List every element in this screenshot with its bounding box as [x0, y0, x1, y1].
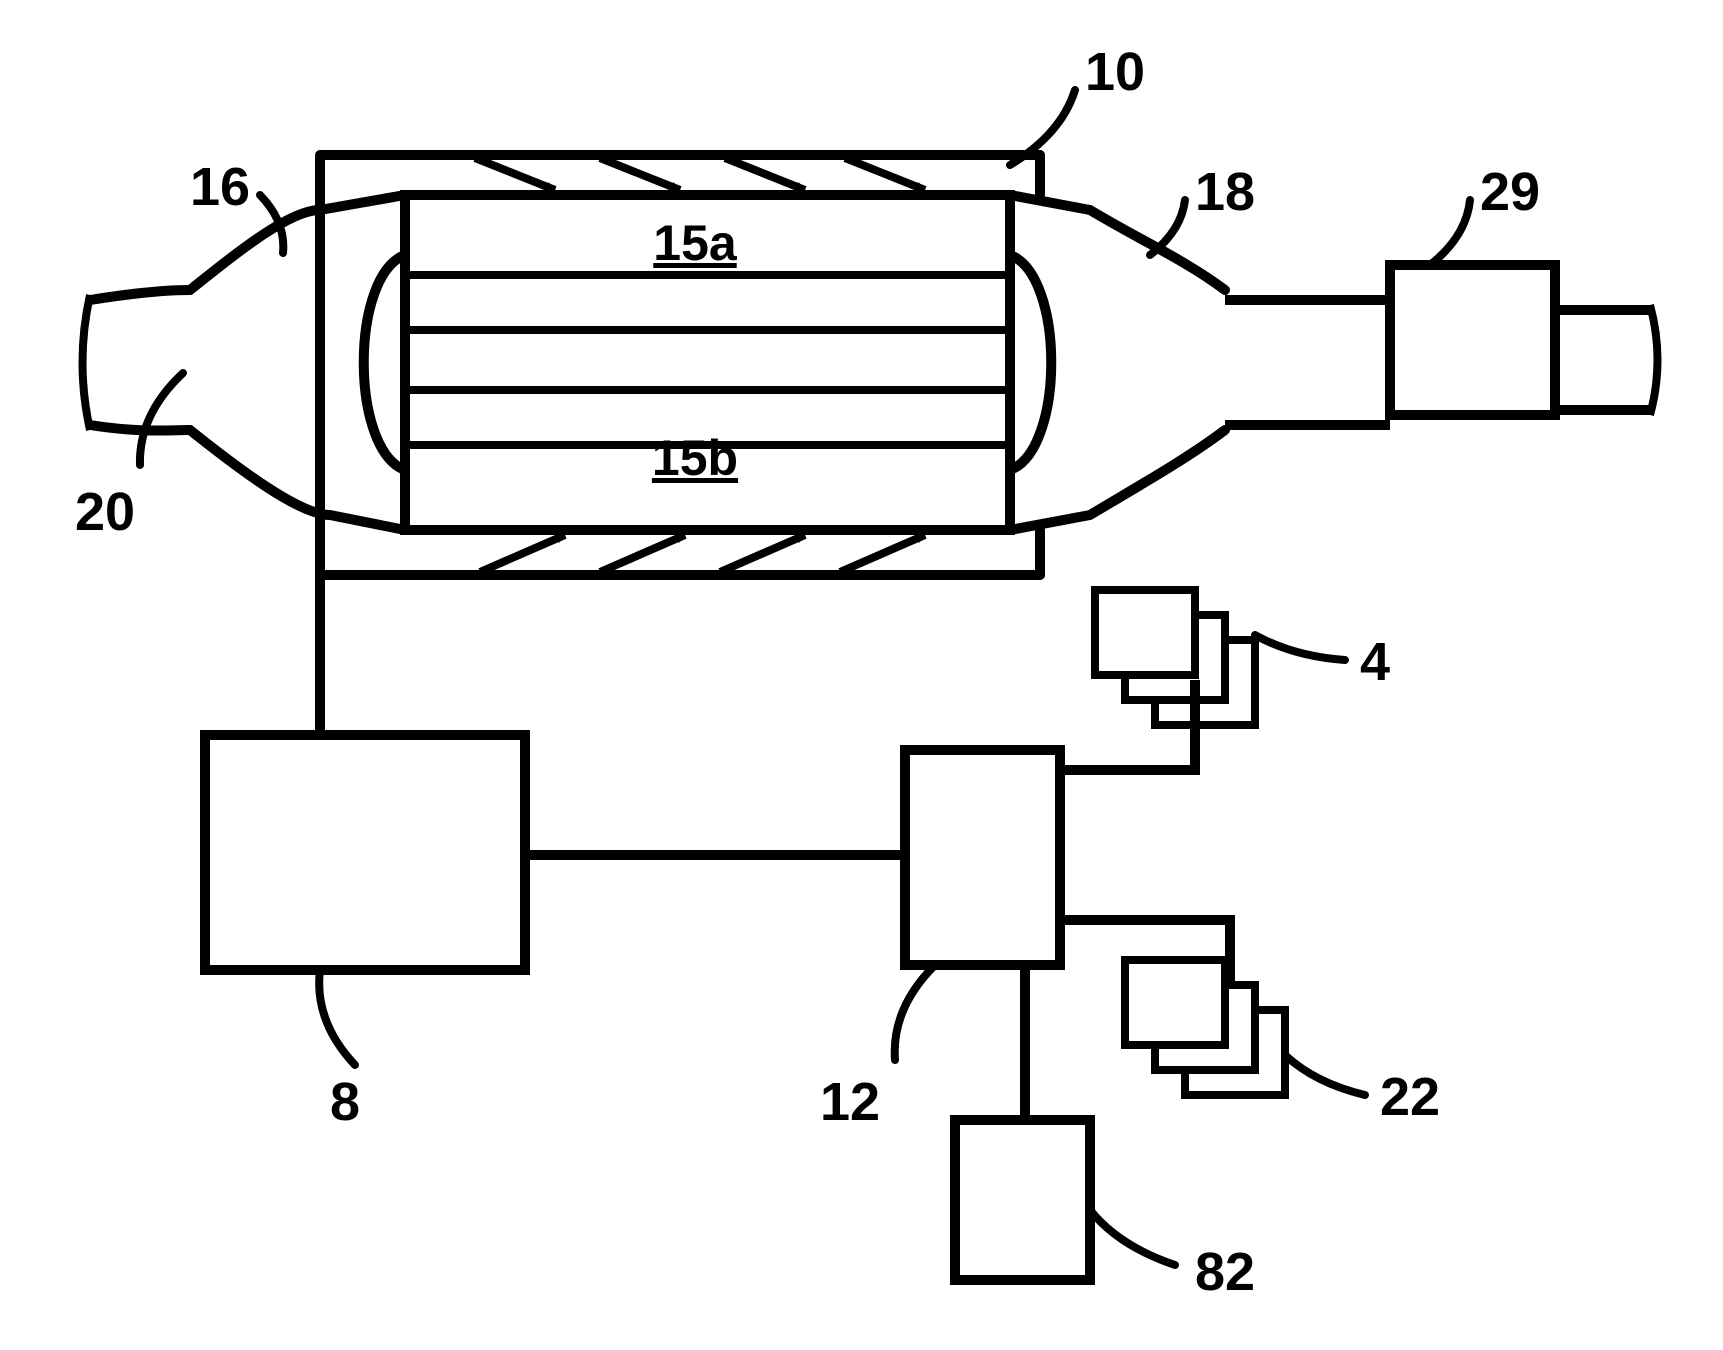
label-4: 4	[1360, 632, 1390, 692]
leader-l22	[1285, 1055, 1365, 1095]
left-cone-bot	[190, 430, 330, 515]
label-10: 10	[1085, 42, 1145, 102]
flow-arrow-bot	[840, 535, 925, 572]
left-cone-join	[320, 195, 405, 210]
label-16: 16	[190, 157, 250, 217]
right-cone-join-b	[1010, 515, 1090, 530]
flow-arrow-bot	[480, 535, 565, 572]
diagram-canvas: 10 16 18 29 20 15a 15b 4 22 8 12 82	[0, 0, 1723, 1350]
flow-arrow-bot	[720, 535, 805, 572]
leader-l12	[895, 965, 935, 1060]
right-d-loop	[1010, 255, 1051, 470]
left-cone-join-b	[330, 515, 405, 530]
label-22: 22	[1380, 1067, 1440, 1127]
label-8: 8	[330, 1072, 360, 1132]
left-pipe-top	[90, 290, 190, 300]
left-d-loop	[364, 255, 405, 470]
leader-l20	[140, 373, 183, 465]
block-82	[955, 1120, 1090, 1280]
block-8	[205, 735, 525, 970]
right-cone-bot	[1090, 430, 1225, 515]
label-12: 12	[820, 1072, 880, 1132]
label-15b: 15b	[652, 430, 738, 486]
left-break	[83, 295, 91, 430]
label-29: 29	[1480, 162, 1540, 222]
flow-arrow-top	[600, 158, 680, 190]
flow-arrow-top	[845, 158, 925, 190]
leader-l29	[1430, 200, 1470, 265]
leader-l8	[319, 970, 355, 1065]
block-12	[905, 750, 1060, 965]
stack-22-item	[1125, 960, 1225, 1045]
flow-arrow-top	[475, 158, 555, 190]
label-20: 20	[75, 482, 135, 542]
label-82: 82	[1195, 1242, 1255, 1302]
left-pipe-bot	[90, 425, 190, 431]
right-break	[1650, 305, 1658, 415]
label-18: 18	[1195, 162, 1255, 222]
leader-l82	[1090, 1210, 1175, 1265]
flow-arrow-bot	[600, 535, 685, 572]
block-29	[1390, 265, 1555, 415]
right-cone-join	[1010, 195, 1090, 210]
left-cone-top	[190, 210, 320, 290]
label-15a: 15a	[653, 215, 738, 271]
stack-4-item	[1095, 590, 1195, 675]
leader-l18	[1150, 200, 1185, 255]
leader-l4	[1255, 635, 1345, 660]
flow-arrow-top	[725, 158, 805, 190]
